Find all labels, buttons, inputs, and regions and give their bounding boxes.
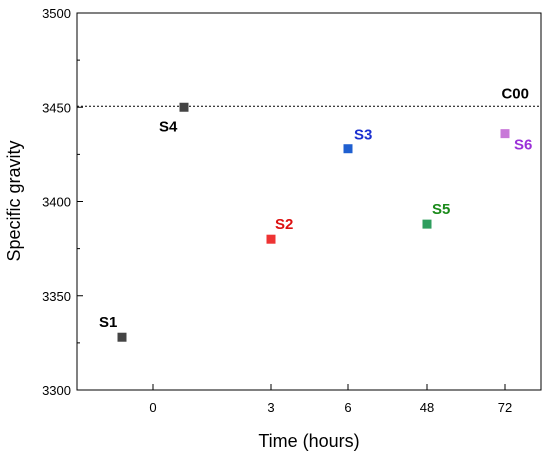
- y-tick-label: 3300: [42, 383, 71, 398]
- x-tick-label: 3: [267, 400, 274, 415]
- y-axis: 3300 3350 3400 3450 3500: [42, 6, 83, 398]
- x-tick-label: 72: [498, 400, 512, 415]
- point-label-s2: S2: [275, 216, 293, 233]
- y-axis-title: Specific gravity: [4, 140, 24, 261]
- point-label-s5: S5: [432, 201, 450, 218]
- x-axis: 0 3 6 48 72: [149, 384, 512, 415]
- data-point-s5: [422, 219, 432, 229]
- data-points: [117, 102, 510, 342]
- y-tick-label: 3400: [42, 195, 71, 210]
- x-axis-title: Time (hours): [258, 431, 359, 451]
- y-tick-label: 3500: [42, 6, 71, 21]
- reference-line-group: C00: [77, 85, 541, 107]
- data-point-s2: [266, 234, 276, 244]
- point-label-s4: S4: [159, 118, 178, 135]
- point-label-s1: S1: [99, 314, 117, 331]
- point-label-s6: S6: [514, 137, 532, 154]
- x-tick-label: 48: [420, 400, 434, 415]
- data-point-s1: [117, 332, 127, 342]
- plot-frame: [76, 12, 542, 391]
- data-point-s6: [500, 129, 510, 139]
- data-point-s3: [343, 144, 353, 154]
- y-tick-label: 3350: [42, 289, 71, 304]
- x-tick-label: 0: [149, 400, 156, 415]
- point-labels: S1 S2 S3 S4 S5 S6: [99, 118, 532, 331]
- y-tick-label: 3450: [42, 100, 71, 115]
- reference-line-label: C00: [501, 85, 529, 102]
- data-point-s4: [179, 102, 189, 112]
- point-label-s3: S3: [354, 127, 372, 144]
- x-tick-label: 6: [344, 400, 351, 415]
